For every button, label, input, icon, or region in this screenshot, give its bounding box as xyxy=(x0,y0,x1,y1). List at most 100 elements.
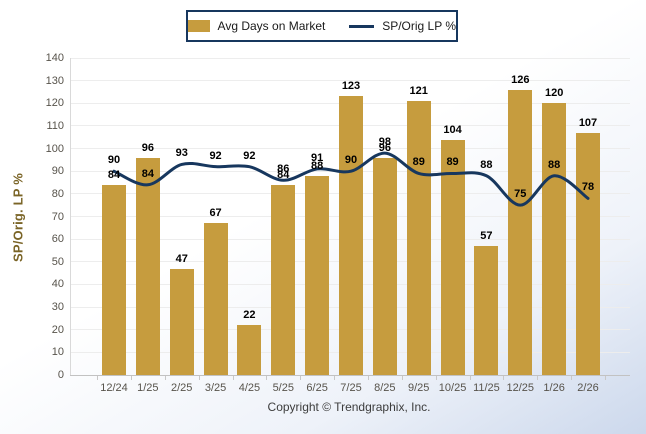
y-tick-label: 10 xyxy=(51,346,64,359)
bar-value-label: 96 xyxy=(141,141,154,154)
x-tick-label: 2/26 xyxy=(577,382,599,394)
y-tick-label: 70 xyxy=(51,210,64,223)
bar-value-label: 104 xyxy=(443,123,462,136)
y-tick-label: 20 xyxy=(51,323,64,336)
bar xyxy=(406,101,431,375)
bar-value-label: 57 xyxy=(480,229,493,242)
line-value-label: 78 xyxy=(581,181,595,194)
bar-value-label: 120 xyxy=(544,87,564,100)
x-axis-tick xyxy=(97,376,99,380)
x-tick-label: 8/25 xyxy=(374,382,396,394)
x-axis-tick xyxy=(503,376,505,380)
y-tick-label: 100 xyxy=(45,142,64,155)
line-value-label: 98 xyxy=(378,136,391,149)
y-tick-label: 90 xyxy=(51,165,64,178)
bar-value-label: 22 xyxy=(243,309,256,322)
y-tick-label: 0 xyxy=(57,369,64,381)
legend: Avg Days on Market SP/Orig LP % xyxy=(186,10,458,42)
bar-value-label: 84 xyxy=(277,168,290,181)
bar xyxy=(135,157,160,375)
x-tick-label: 9/25 xyxy=(407,382,430,394)
y-tick-label: 60 xyxy=(51,233,64,246)
x-axis-tick xyxy=(164,376,166,380)
x-axis-tick xyxy=(130,376,132,380)
line-value-label: 75 xyxy=(514,188,527,201)
x-axis-line xyxy=(70,375,630,376)
y-tick-label: 30 xyxy=(51,301,64,314)
x-axis-tick xyxy=(300,376,302,380)
bar xyxy=(237,325,262,375)
x-tick-label: 1/25 xyxy=(137,382,159,394)
y-tick-label: 110 xyxy=(46,119,64,132)
x-tick-label: 4/25 xyxy=(238,382,261,394)
bar-value-label: 96 xyxy=(378,141,391,154)
bar-value-label: 88 xyxy=(311,159,324,172)
y-tick-label: 140 xyxy=(45,52,64,64)
line-value-label: 88 xyxy=(548,158,561,171)
bar xyxy=(339,96,363,375)
line-value-label: 89 xyxy=(412,156,425,169)
bar-legend-swatch-icon xyxy=(188,20,210,32)
gridline xyxy=(70,80,630,82)
x-axis-tick xyxy=(604,376,606,380)
x-axis-tick xyxy=(435,376,437,380)
line-value-label: 86 xyxy=(277,163,290,176)
x-tick-label: 6/25 xyxy=(306,382,328,394)
bar-value-label: 107 xyxy=(578,116,598,129)
x-tick-label: 3/25 xyxy=(204,382,227,394)
line-value-label: 88 xyxy=(480,158,493,171)
bar-value-label: 121 xyxy=(409,85,428,98)
x-tick-label: 10/25 xyxy=(438,382,467,394)
bar xyxy=(474,245,499,375)
line-legend-swatch-icon xyxy=(349,24,375,28)
bar xyxy=(576,132,600,375)
x-tick-label: 5/25 xyxy=(272,382,294,394)
x-tick-label: 12/24 xyxy=(100,382,128,394)
line-value-label: 90 xyxy=(107,154,121,167)
bar-value-label: 47 xyxy=(175,252,188,265)
bar-value-label: 123 xyxy=(341,80,361,93)
bar-value-label: 84 xyxy=(107,168,121,181)
line-value-label: 92 xyxy=(243,149,256,162)
line-value-label: 92 xyxy=(209,149,222,162)
bar xyxy=(102,184,126,375)
x-axis-tick xyxy=(401,376,403,380)
x-axis-tick xyxy=(198,376,200,380)
bar xyxy=(305,175,330,375)
y-tick-label: 130 xyxy=(45,74,64,87)
x-axis-tick xyxy=(367,376,369,380)
x-tick-label: 11/25 xyxy=(473,382,500,394)
bar-value-label: 126 xyxy=(511,73,530,86)
legend-bar-label: Avg Days on Market xyxy=(217,19,326,33)
bar xyxy=(271,184,296,375)
line-value-label: 93 xyxy=(175,147,188,160)
x-axis-tick xyxy=(537,376,539,380)
line-value-label: 84 xyxy=(141,167,154,180)
y-tick-label: 40 xyxy=(51,278,64,291)
x-tick-label: 12/25 xyxy=(506,382,535,394)
x-axis-tick xyxy=(334,376,336,380)
y-tick-label: 120 xyxy=(45,97,64,110)
bar xyxy=(372,157,397,375)
line-value-label: 91 xyxy=(311,151,324,164)
bar xyxy=(169,268,194,375)
y-tick-label: 50 xyxy=(51,255,64,268)
x-tick-label: 1/26 xyxy=(543,382,565,394)
x-axis-tick xyxy=(266,376,268,380)
y-axis-line xyxy=(70,58,71,375)
legend-line-label: SP/Orig LP % xyxy=(382,19,456,33)
x-tick-label: 2/25 xyxy=(170,382,193,394)
line-value-label: 89 xyxy=(446,156,459,169)
bar xyxy=(203,223,228,375)
y-tick-label: 80 xyxy=(51,187,64,200)
bar xyxy=(440,139,465,375)
line-value-label: 90 xyxy=(344,154,358,167)
x-axis-tick xyxy=(232,376,234,380)
bar xyxy=(542,103,567,375)
x-tick-label: 7/25 xyxy=(340,382,362,394)
y-axis-title: SP/Orig. LP % xyxy=(10,172,26,263)
gridline xyxy=(70,57,630,59)
copyright-text: Copyright © Trendgraphix, Inc. xyxy=(267,400,431,414)
bar xyxy=(508,89,533,375)
